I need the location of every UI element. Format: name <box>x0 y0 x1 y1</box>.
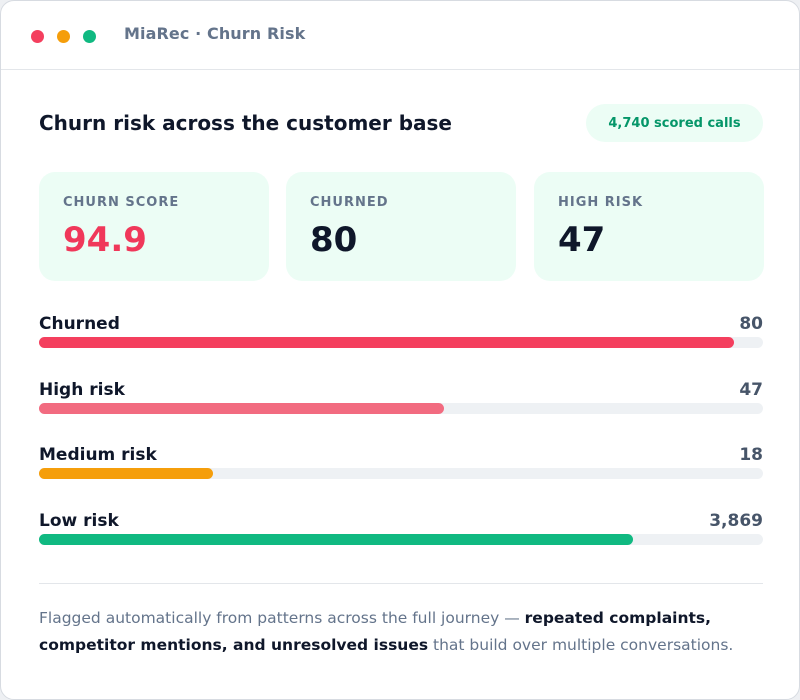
risk-row-churned: Churned 80 <box>39 314 763 358</box>
footer-text-end: that build over multiple conversations. <box>428 636 734 654</box>
minimize-window-dot[interactable] <box>57 30 70 43</box>
stat-label: HIGH RISK <box>558 195 644 210</box>
title-bar: MiaRec · Churn Risk <box>1 1 799 70</box>
stat-card-churn-score: CHURN SCORE 94.9 <box>39 172 269 281</box>
risk-row-high: High risk 47 <box>39 380 763 424</box>
footer-note: Flagged automatically from patterns acro… <box>39 605 763 659</box>
scored-calls-badge: 4,740 scored calls <box>586 104 763 142</box>
risk-bar-track <box>39 534 763 545</box>
risk-label: High risk <box>39 380 125 400</box>
risk-bar-fill <box>39 534 633 545</box>
maximize-window-dot[interactable] <box>83 30 96 43</box>
risk-row-medium: Medium risk 18 <box>39 445 763 489</box>
page-title: Churn risk across the customer base <box>39 111 452 135</box>
stat-value: 47 <box>558 220 606 260</box>
stat-value: 80 <box>310 220 358 260</box>
risk-bar-fill <box>39 468 213 479</box>
stat-label: CHURN SCORE <box>63 195 180 210</box>
divider <box>39 583 763 584</box>
risk-label: Medium risk <box>39 445 157 465</box>
stat-value: 94.9 <box>63 220 147 260</box>
stat-card-churned: CHURNED 80 <box>286 172 516 281</box>
risk-label: Churned <box>39 314 120 334</box>
risk-label: Low risk <box>39 511 119 531</box>
stat-label: CHURNED <box>310 195 389 210</box>
risk-bar-track <box>39 337 763 348</box>
risk-bar-track <box>39 468 763 479</box>
risk-bar-fill <box>39 337 734 348</box>
window-title: MiaRec · Churn Risk <box>124 24 306 43</box>
stat-card-high-risk: HIGH RISK 47 <box>534 172 764 281</box>
risk-count: 47 <box>739 380 763 400</box>
risk-count: 18 <box>739 445 763 465</box>
risk-row-low: Low risk 3,869 <box>39 511 763 555</box>
close-window-dot[interactable] <box>31 30 44 43</box>
risk-count: 3,869 <box>709 511 763 531</box>
risk-count: 80 <box>739 314 763 334</box>
footer-text: Flagged automatically from patterns acro… <box>39 609 525 627</box>
footer-emphasis: repeated complaints, competitor mentions… <box>39 609 712 654</box>
risk-bar-track <box>39 403 763 414</box>
risk-bar-fill <box>39 403 444 414</box>
